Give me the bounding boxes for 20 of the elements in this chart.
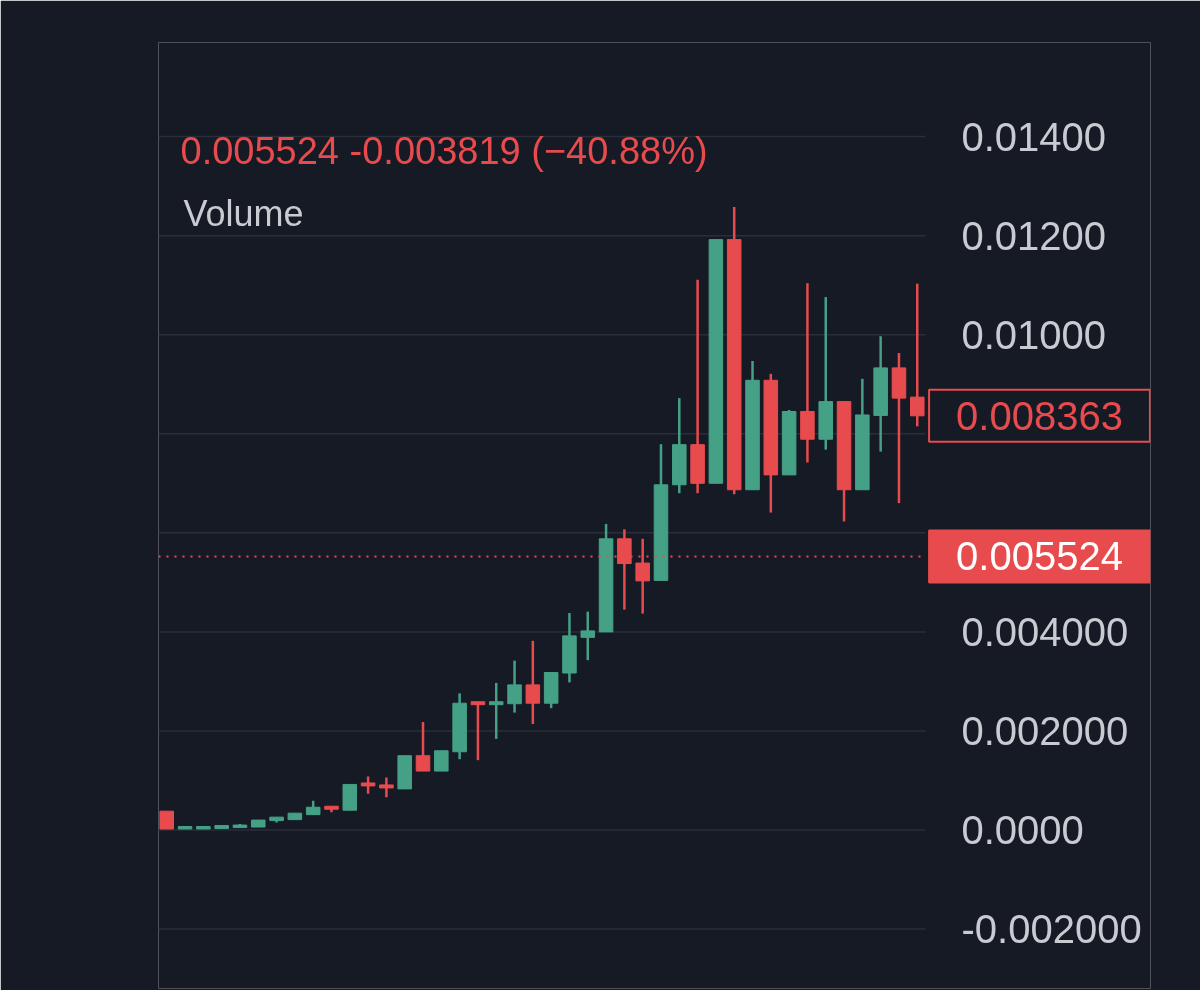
y-tick-label: 0.01000 xyxy=(961,312,1107,357)
candlestick xyxy=(525,639,541,726)
y-tick-label: 0.01200 xyxy=(961,213,1107,258)
candlestick xyxy=(507,659,522,714)
candlestick xyxy=(379,776,394,799)
ref-line-label: 0.005524 xyxy=(956,534,1123,579)
text: 0.008363 xyxy=(956,393,1123,438)
candlestick xyxy=(470,700,486,762)
text: 0.005524 -0.003819 (−40.88%) xyxy=(180,129,708,172)
candlestick xyxy=(909,282,925,428)
y-tick-label: 0.0000 xyxy=(961,808,1084,853)
y-tick-label: -0.002000 xyxy=(961,907,1142,952)
y-tick-label: 0.01400 xyxy=(961,114,1107,159)
candlestick xyxy=(434,749,449,773)
candlestick xyxy=(580,610,596,662)
y-tick-label: 0.002000 xyxy=(961,708,1129,753)
y-tick-label: 0.004000 xyxy=(961,609,1129,654)
candlestick xyxy=(415,720,431,773)
annotation: Volume xyxy=(183,193,304,234)
candlestick xyxy=(488,681,504,741)
